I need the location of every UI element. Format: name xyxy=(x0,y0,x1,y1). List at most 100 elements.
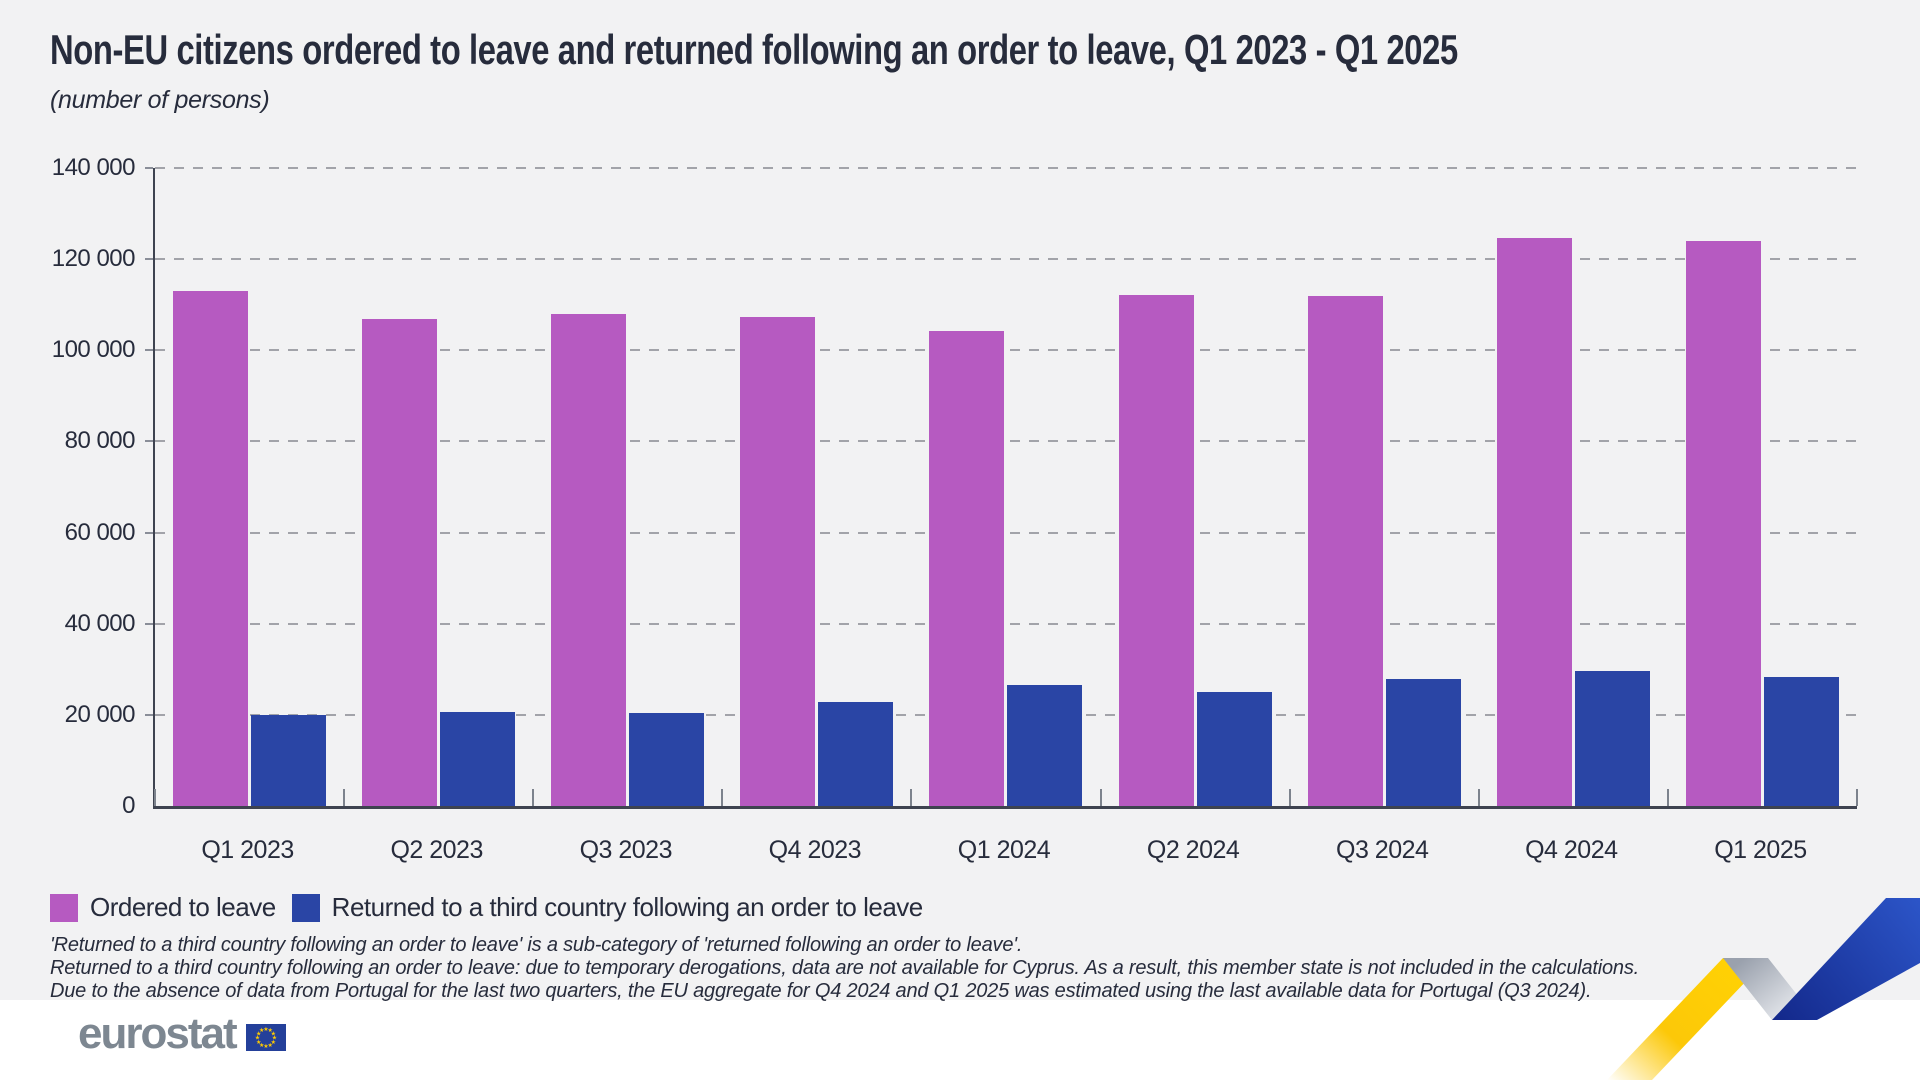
x-axis-label: Q3 2024 xyxy=(1336,836,1429,864)
eu-flag-star: ★ xyxy=(256,1030,261,1037)
x-axis-tick xyxy=(910,789,913,806)
bar-group xyxy=(911,168,1100,806)
x-axis-tick xyxy=(1099,789,1102,806)
footer-band xyxy=(0,1000,1920,1080)
gridline xyxy=(155,167,1857,169)
x-axis-tick xyxy=(343,789,346,806)
x-axis-label: Q2 2023 xyxy=(390,836,483,864)
bar-ordered-to-leave xyxy=(1118,295,1194,806)
y-axis-label: 120 000 xyxy=(51,245,136,273)
footnotes: 'Returned to a third country following a… xyxy=(50,934,1639,1003)
x-axis-tick xyxy=(1666,789,1669,806)
eu-flag-star: ★ xyxy=(259,1041,264,1048)
bar-group xyxy=(1479,168,1668,806)
y-axis-label: 140 000 xyxy=(51,154,136,181)
legend-item-ordered: Ordered to leave xyxy=(50,892,276,923)
legend-item-returned: Returned to a third country following an… xyxy=(291,892,924,923)
bar-series xyxy=(155,168,1857,806)
bar-ordered-to-leave xyxy=(551,313,627,806)
eu-flag-star: ★ xyxy=(263,1043,268,1050)
x-axis-labels: Q1 2023 Q2 2023 Q3 2023 Q4 2023 Q1 2024 Q2 20… xyxy=(153,822,1855,865)
legend-label-ordered: Ordered to leave xyxy=(90,892,276,922)
y-axis-tick xyxy=(145,258,153,261)
legend-label-returned: Returned to a third country following an… xyxy=(331,892,924,922)
bar-group xyxy=(155,168,344,806)
x-axis-label: Q1 2023 xyxy=(201,836,294,864)
eu-flag-star: ★ xyxy=(267,1027,272,1034)
x-axis-label: Q3 2023 xyxy=(579,836,673,864)
x-axis-label: Q2 2024 xyxy=(1146,836,1240,864)
bar-returned xyxy=(1385,678,1461,806)
bar-group xyxy=(344,168,533,806)
y-axis-label: 80 000 xyxy=(64,427,136,455)
bar-returned xyxy=(1574,670,1650,806)
y-axis-tick xyxy=(145,531,153,534)
x-axis-tick xyxy=(1856,789,1858,806)
eu-flag-star: ★ xyxy=(254,1034,259,1041)
eu-flag-star: ★ xyxy=(263,1026,268,1033)
gridline xyxy=(155,531,1857,534)
eurostat-logo: eurostat ★ ★ ★ ★ ★ ★ ★ ★ ★ ★ ★ ★ xyxy=(78,1012,286,1056)
x-axis-tick xyxy=(1477,789,1480,806)
bar-ordered-to-leave xyxy=(740,317,816,806)
footnote-line-2: Returned to a third country following an… xyxy=(50,957,1640,979)
x-axis-label: Q4 2023 xyxy=(768,836,862,864)
x-axis-label: Q1 2024 xyxy=(957,836,1051,864)
gridline xyxy=(155,258,1857,261)
y-axis-tick xyxy=(145,349,153,352)
eu-flag-star: ★ xyxy=(256,1038,261,1045)
x-axis-tick xyxy=(721,789,724,806)
footnote-line-1: 'Returned to a third country following a… xyxy=(50,934,1023,956)
x-axis-label: Q4 2024 xyxy=(1525,836,1618,864)
bar-returned xyxy=(1196,691,1272,806)
gridline xyxy=(155,713,1857,716)
bar-ordered-to-leave xyxy=(1496,237,1572,806)
y-axis-label: 0 xyxy=(122,792,135,819)
legend-swatch-ordered xyxy=(50,893,78,922)
ribbon-yellow-stripe xyxy=(1607,958,1768,1080)
eu-flag-star: ★ xyxy=(270,1038,275,1045)
bar-returned xyxy=(440,711,516,806)
y-axis-tick xyxy=(145,167,153,169)
bar-group xyxy=(1668,168,1857,806)
legend-swatch-returned xyxy=(291,893,320,922)
bar-returned xyxy=(1763,676,1839,806)
y-axis-label: 40 000 xyxy=(64,609,136,637)
x-axis-tick xyxy=(1288,789,1291,806)
bar-ordered-to-leave xyxy=(1685,241,1761,806)
eu-flag-star: ★ xyxy=(271,1034,276,1041)
bar-group xyxy=(533,168,722,806)
bar-returned xyxy=(818,702,894,806)
gridline xyxy=(155,349,1857,352)
eu-flag-stars: ★★★★★★★★★★★★ xyxy=(254,1026,276,1050)
gridline xyxy=(155,440,1857,443)
eu-flag-star: ★ xyxy=(270,1030,275,1037)
ribbon-blue-stripe xyxy=(1772,898,1920,1020)
legend: Ordered to leave Returned to a third cou… xyxy=(50,892,923,923)
page-title: Non-EU citizens ordered to leave and ret… xyxy=(50,26,1458,73)
gridline xyxy=(155,622,1857,625)
y-axis-label: 20 000 xyxy=(64,700,136,728)
bar-returned xyxy=(629,713,705,806)
bar-returned xyxy=(1007,685,1083,806)
bar-ordered-to-leave xyxy=(173,291,249,806)
bar-ordered-to-leave xyxy=(362,318,438,806)
y-axis-tick xyxy=(145,713,153,716)
bar-ordered-to-leave xyxy=(1307,295,1383,806)
x-axis-label: Q1 2025 xyxy=(1714,836,1807,864)
y-axis-label: 60 000 xyxy=(64,518,136,546)
bar-group xyxy=(1101,168,1290,806)
bar-ordered-to-leave xyxy=(929,330,1005,806)
bar-group xyxy=(1290,168,1479,806)
ribbon-decoration-icon xyxy=(1607,898,1920,1080)
bar-returned xyxy=(251,715,327,806)
eu-flag-icon: ★★★★★★★★★★★★ xyxy=(245,1023,286,1051)
eurostat-logo-text: eurostat xyxy=(78,1009,238,1058)
footnote-line-3: Due to the absence of data from Portugal… xyxy=(50,980,1592,1002)
x-axis-tick xyxy=(154,789,156,806)
y-axis-tick xyxy=(145,440,153,443)
y-axis-label: 100 000 xyxy=(51,336,136,364)
x-axis-tick xyxy=(532,789,535,806)
y-axis-tick xyxy=(145,622,153,625)
